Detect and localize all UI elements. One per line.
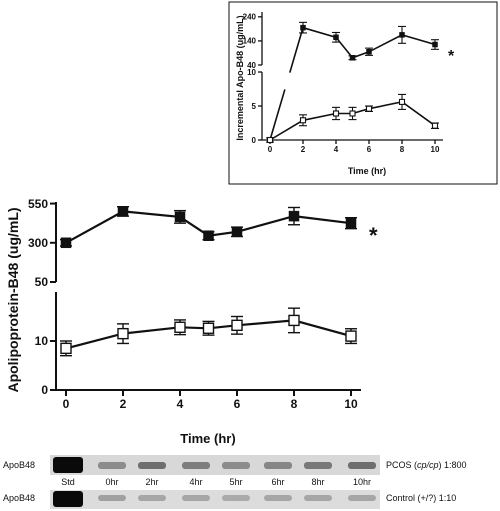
inset-series-1-point <box>398 98 406 105</box>
inset-xlabel: Time (hr) <box>348 166 386 176</box>
blot-row1-band <box>304 462 332 469</box>
blot-row1-band <box>182 462 210 469</box>
inset-series-1-point <box>365 105 373 112</box>
inset-series-0-point <box>399 32 405 38</box>
main-series-0-point <box>345 217 357 229</box>
inset-series-0-point <box>349 55 356 61</box>
blot-lane-label: 8hr <box>311 477 324 487</box>
main-series-1-point <box>60 342 72 355</box>
inset-series-0-point <box>333 34 339 41</box>
main-y-tick-label-upper: 300 <box>28 236 48 250</box>
main-x-tick-label: 8 <box>291 397 298 411</box>
main-x-tick-label: 6 <box>234 397 241 411</box>
main-x-tick-label: 10 <box>344 397 358 411</box>
inset-x-tick-label: 2 <box>301 145 306 154</box>
blot-row1-label: ApoB48 <box>3 460 35 470</box>
inset-x-tick-label: 0 <box>268 145 273 154</box>
blot-lane-label: 0hr <box>105 477 118 487</box>
blot-lane-label: 10hr <box>353 477 371 487</box>
blot-lane-label: Std <box>61 477 75 487</box>
western-blot: ApoB48 ApoB48 PCOS (cp/cp) 1:800 Control… <box>3 455 467 509</box>
main-series-1-point <box>117 327 129 340</box>
main-y-tick-label-lower: 0 <box>41 383 48 397</box>
main-series-0-point <box>174 211 186 223</box>
main-series-1-point <box>202 322 215 334</box>
inset-series-0-point <box>432 41 438 48</box>
inset-series-1-point <box>431 122 439 129</box>
main-series-1-point <box>288 314 300 327</box>
inset-y-tick-label-upper: 240 <box>243 13 257 22</box>
blot-row2-band <box>53 491 83 507</box>
blot-strip-2 <box>50 490 380 509</box>
blot-row2-band <box>222 495 250 501</box>
blot-strip-1 <box>50 455 380 475</box>
inset-x-tick-label: 10 <box>431 145 440 154</box>
blot-row2-band <box>348 495 376 501</box>
blot-lane-label: 5hr <box>229 477 242 487</box>
inset-frame <box>228 1 498 185</box>
main-series-1-point <box>345 330 357 342</box>
inset-y-tick-label-lower: 5 <box>252 102 257 111</box>
inset-y-tick-label-lower: 0 <box>252 136 257 145</box>
blot-row1-condition: PCOS (cp/cp) 1:800 <box>386 460 467 470</box>
inset-y-tick-label-upper: 40 <box>247 61 256 70</box>
blot-row2-band <box>182 495 210 501</box>
main-x-tick-label: 0 <box>63 397 70 411</box>
main-series-0-point <box>117 206 129 217</box>
inset-x-tick-label: 4 <box>334 145 339 154</box>
blot-row1-band <box>264 462 292 469</box>
blot-row1-band <box>222 462 250 469</box>
blot-lane-label: 2hr <box>145 477 158 487</box>
main-y-tick-label-lower: 10 <box>35 334 49 348</box>
main-series-0-point <box>60 237 72 249</box>
inset-series-0-line <box>302 26 436 59</box>
inset-ylabel: Incremental Apo-B48 (ug/mL) <box>235 15 245 140</box>
inset-y-tick-label-lower: 10 <box>247 68 256 77</box>
blot-lane-label: 4hr <box>189 477 202 487</box>
main-y-tick-label-upper: 550 <box>28 197 48 211</box>
main-series-0-point <box>203 230 214 241</box>
main-x-tick-label: 2 <box>120 397 127 411</box>
inset-y-tick-label-upper: 140 <box>243 37 257 46</box>
inset-series-0-point <box>366 49 372 55</box>
blot-row2-condition: Control (+/?) 1:10 <box>386 493 456 503</box>
inset-x-tick-label: 6 <box>367 145 372 154</box>
inset-x-tick-label: 8 <box>400 145 405 154</box>
blot-lane-label: 6hr <box>271 477 284 487</box>
inset-series-0-point <box>300 24 306 31</box>
main-x-tick-label: 4 <box>177 397 184 411</box>
blot-row2-band <box>264 495 292 501</box>
blot-row2-label: ApoB48 <box>3 493 35 503</box>
inset-annotation: * <box>448 48 455 65</box>
main-series-1-point <box>174 321 186 333</box>
blot-row1-band <box>98 462 126 469</box>
inset-chart: Incremental Apo-B48 (ug/mL) Time (hr) 40… <box>228 1 498 185</box>
inset-series-1-point <box>266 136 274 144</box>
main-ylabel: Apolipoprotein-B48 (ug/mL) <box>5 207 21 392</box>
main-series-0-point <box>288 210 300 222</box>
main-series-1-point <box>231 319 243 332</box>
inset-series-1-point <box>332 110 340 117</box>
main-series-0-point <box>231 226 243 238</box>
inset-series-0-break-line-a <box>269 89 286 141</box>
main-y-tick-label-upper: 50 <box>35 275 49 289</box>
blot-row1-band <box>348 462 376 469</box>
blot-row2-band <box>304 495 332 501</box>
inset-series-0-break-line-b <box>289 27 304 73</box>
blot-row1-band <box>53 457 83 473</box>
inset-series-1-point <box>299 117 307 124</box>
main-annotation: * <box>369 223 378 248</box>
main-chart: Apolipoprotein-B48 (ug/mL) Time (hr) 50 3… <box>5 197 378 446</box>
inset-series-1-point <box>349 110 356 117</box>
blot-row2-band <box>98 495 126 501</box>
blot-row2-band <box>138 495 166 501</box>
blot-row1-band <box>138 462 166 469</box>
main-xlabel: Time (hr) <box>180 431 235 446</box>
